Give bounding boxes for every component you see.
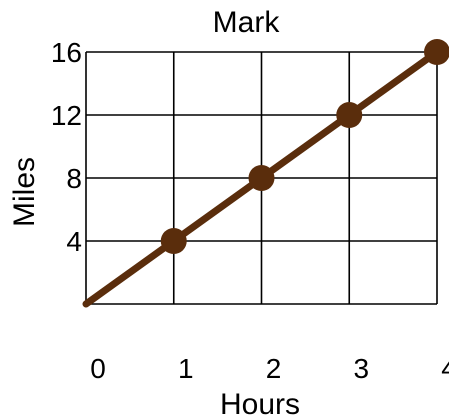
x-tick-label-1: 1 [178, 353, 194, 384]
data-point-4-16 [424, 39, 449, 65]
data-point-3-12 [336, 102, 363, 128]
data-point-2-8 [248, 165, 275, 191]
x-tick-label-4: 4 [441, 353, 449, 384]
tick-labels: 48121601234 [51, 37, 449, 384]
y-tick-label-4: 4 [66, 226, 82, 257]
x-tick-label-0: 0 [90, 353, 106, 384]
grid [85, 51, 438, 305]
series-layer [82, 39, 449, 308]
chart-title: Mark [213, 6, 281, 39]
y-tick-label-12: 12 [51, 100, 82, 131]
data-point-1-4 [160, 228, 187, 254]
y-tick-label-16: 16 [51, 37, 82, 68]
x-tick-label-2: 2 [266, 353, 282, 384]
x-axis-label: Hours [220, 388, 300, 420]
x-tick-label-3: 3 [353, 353, 369, 384]
y-axis-label: Miles [8, 157, 41, 227]
y-tick-label-8: 8 [66, 163, 82, 194]
